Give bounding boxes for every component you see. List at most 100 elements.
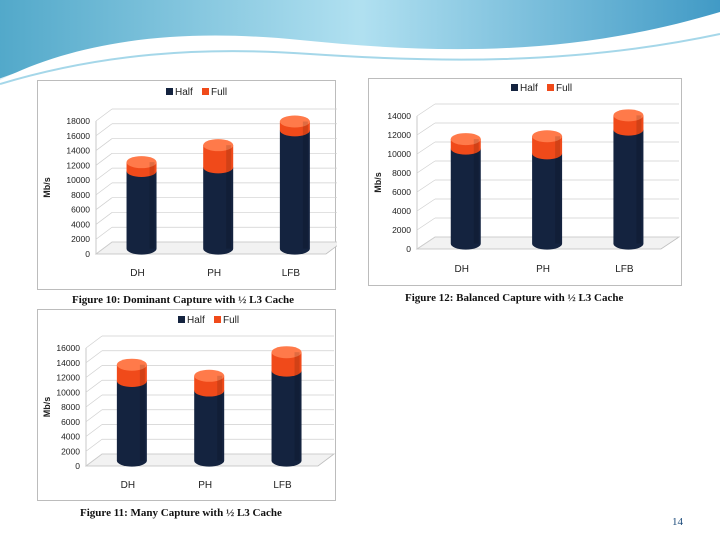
gridline-side [85, 379, 103, 393]
x-category-label: PH [536, 264, 550, 275]
y-tick-label: 12000 [66, 160, 90, 170]
y-axis-label: Mb/s [373, 172, 383, 193]
y-tick-label: 0 [75, 461, 80, 471]
chart-panel-many: 0 2000 4000 6000 8000 10000 12000 14000 16000 Mb/… [37, 309, 336, 501]
y-tick-label: 6000 [392, 187, 411, 197]
y-tick-label: 8000 [392, 168, 411, 178]
bar-top-cap-dh [116, 358, 147, 371]
bar-full-dh [116, 364, 147, 387]
x-category-label: DH [130, 268, 144, 279]
caption-figure-12: Figure 12: Balanced Capture with ½ L3 Ca… [405, 292, 624, 304]
y-tick-label: 12000 [387, 130, 411, 140]
y-tick-label: 2000 [61, 446, 80, 456]
bar-half-lfb [613, 129, 644, 250]
y-tick-label: 0 [85, 249, 90, 259]
y-tick-label: 0 [406, 244, 411, 254]
bar-half-ph [203, 167, 234, 255]
y-tick-label: 4000 [71, 219, 90, 229]
bar-full-ph [532, 136, 563, 160]
chart-balanced-capture: 0 2000 4000 6000 8000 10000 12000 14000 Mb/s Half… [373, 83, 681, 275]
bar-half-dh [450, 148, 481, 250]
gridline-side [416, 141, 436, 155]
gridline-side [85, 438, 103, 452]
chart-dominant-capture: 0 2000 4000 6000 8000 10000 12000 14000 16000 180… [42, 87, 337, 279]
bar-shade-dh [149, 162, 155, 249]
y-tick-label: 10000 [66, 175, 90, 185]
gridline-side [416, 236, 436, 250]
bar-half-dh [116, 380, 147, 467]
gridline-side [85, 350, 103, 364]
x-category-label: PH [207, 268, 221, 279]
bar-shade-lfb [294, 352, 300, 461]
gridline-side [95, 212, 113, 225]
bar-half-lfb [271, 370, 302, 467]
y-tick-label: 6000 [61, 417, 80, 427]
y-tick-label: 12000 [56, 373, 80, 383]
caption-figure-10: Figure 10: Dominant Capture with ½ L3 Ca… [72, 294, 295, 306]
chart-panel-balanced: 0 2000 4000 6000 8000 10000 12000 14000 Mb/s Half… [368, 78, 682, 286]
chart-many-capture: 0 2000 4000 6000 8000 10000 12000 14000 16000 Mb/… [42, 315, 336, 491]
gridline-side [416, 198, 436, 212]
gridline-side [95, 138, 113, 151]
legend-swatch-full [202, 88, 209, 95]
bar-top-cap-ph [194, 369, 225, 382]
y-tick-label: 14000 [66, 146, 90, 156]
bar-full-lfb [271, 352, 302, 377]
gridline-side [416, 103, 436, 117]
gridline-side [95, 167, 113, 181]
legend-label-half: Half [187, 315, 205, 326]
gridline-side [85, 424, 103, 437]
chart-panel-dominant: 0 2000 4000 6000 8000 10000 12000 14000 16000 180… [37, 80, 337, 290]
gridline-side [95, 241, 113, 255]
gridline-side [416, 160, 436, 174]
gridline-side [85, 365, 103, 378]
gridline-side [95, 182, 113, 196]
y-axis-label: Mb/s [42, 397, 52, 418]
bar-shade-dh [139, 364, 145, 461]
y-tick-label: 10000 [387, 149, 411, 159]
bar-shade-ph [217, 375, 223, 461]
gridline-side [95, 108, 113, 122]
bar-half-dh [126, 171, 157, 255]
x-category-label: PH [198, 480, 212, 491]
legend-label-full: Full [556, 83, 572, 94]
gridline-side [416, 217, 436, 231]
legend-label-full: Full [211, 87, 227, 98]
legend-swatch-half [166, 88, 173, 95]
x-category-label: LFB [273, 480, 292, 491]
bar-shade-lfb [636, 115, 642, 244]
legend-swatch-half [178, 316, 185, 323]
y-tick-label: 2000 [392, 225, 411, 235]
gridline-side [95, 153, 113, 166]
legend-label-half: Half [520, 83, 538, 94]
bar-full-ph [203, 145, 234, 174]
y-tick-label: 2000 [71, 234, 90, 244]
y-tick-label: 4000 [392, 206, 411, 216]
y-tick-label: 10000 [56, 387, 80, 397]
caption-figure-11: Figure 11: Many Capture with ½ L3 Cache [80, 507, 282, 519]
gridline-side [85, 335, 103, 349]
x-category-label: LFB [282, 268, 301, 279]
bar-top-cap-lfb [279, 115, 310, 128]
y-tick-label: 4000 [61, 432, 80, 442]
bar-half-ph [194, 390, 225, 467]
y-tick-label: 14000 [56, 358, 80, 368]
legend-swatch-half [511, 84, 518, 91]
bar-shade-ph [226, 145, 232, 249]
y-axis-label: Mb/s [42, 177, 52, 198]
x-category-label: DH [121, 480, 135, 491]
gridline-side [85, 409, 103, 423]
bar-top-cap-dh [450, 133, 481, 146]
y-tick-label: 6000 [71, 205, 90, 215]
y-tick-label: 16000 [56, 343, 80, 353]
y-tick-label: 18000 [66, 116, 90, 126]
header-wave-decoration [0, 0, 720, 85]
bar-half-lfb [279, 130, 310, 255]
gridline-side [95, 226, 113, 240]
y-tick-label: 14000 [387, 111, 411, 121]
slide-number: 14 [672, 516, 683, 528]
legend-label-half: Half [175, 87, 193, 98]
gridline-side [416, 179, 436, 193]
gridline-side [416, 122, 436, 136]
legend-swatch-full [214, 316, 221, 323]
